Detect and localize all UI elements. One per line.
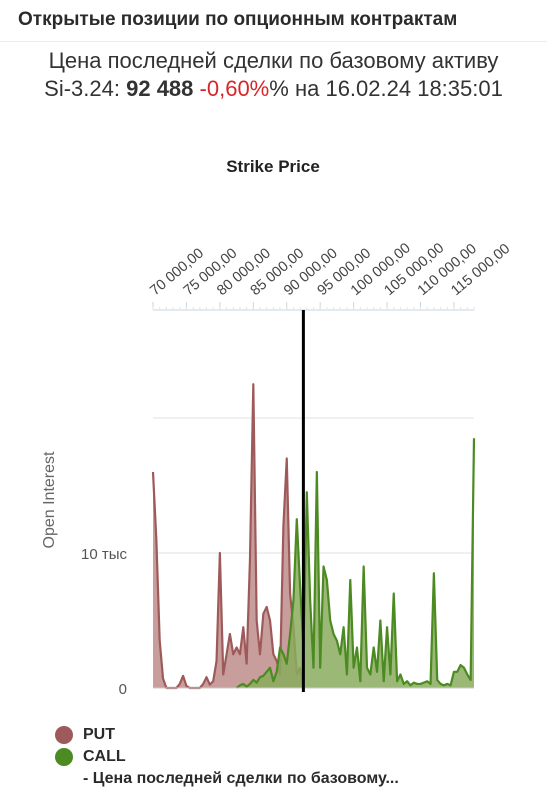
y-tick-label: 0 (119, 681, 127, 698)
call-series-line (235, 438, 476, 689)
y-tick-label: 10 тыс (81, 546, 128, 563)
last-price: 92 488 (126, 76, 194, 101)
date-prefix: на (294, 76, 320, 101)
legend-label-price-line: - Цена последней сделки по базовому... (83, 770, 399, 787)
put-series-area (153, 384, 304, 688)
price-change-suffix: % (269, 76, 289, 101)
legend-label-put: PUT (83, 726, 115, 743)
call-legend-dot (55, 748, 73, 766)
legend-item-call[interactable]: CALL (55, 746, 525, 768)
ticker-label: Si-3.24: (44, 76, 120, 101)
put-legend-dot (55, 726, 73, 744)
chart-legend: PUT CALL - Цена последней сделки по базо… (55, 724, 525, 790)
subtitle-line1: Цена последней сделки по базовому активу (48, 48, 499, 73)
subtitle-line2: Si-3.24: 92 488 -0,60%% на 16.02.24 18:3… (0, 75, 547, 103)
call-series-area (236, 438, 474, 688)
price-subtitle: Цена последней сделки по базовому активу… (0, 47, 547, 103)
y-axis-label: Open Interest (41, 451, 58, 549)
page-title: Открытые позиции по опционным контрактам (18, 9, 458, 30)
price-datetime: 16.02.24 18:35:01 (325, 76, 503, 101)
price-change: -0,60% (199, 76, 270, 101)
put-series-line (151, 383, 305, 690)
header-divider (0, 41, 547, 42)
legend-label-call: CALL (83, 748, 126, 765)
legend-item-put[interactable]: PUT (55, 724, 525, 746)
legend-item-price-line[interactable]: - Цена последней сделки по базовому... (55, 768, 525, 790)
chart-title: Strike Price (226, 157, 320, 176)
